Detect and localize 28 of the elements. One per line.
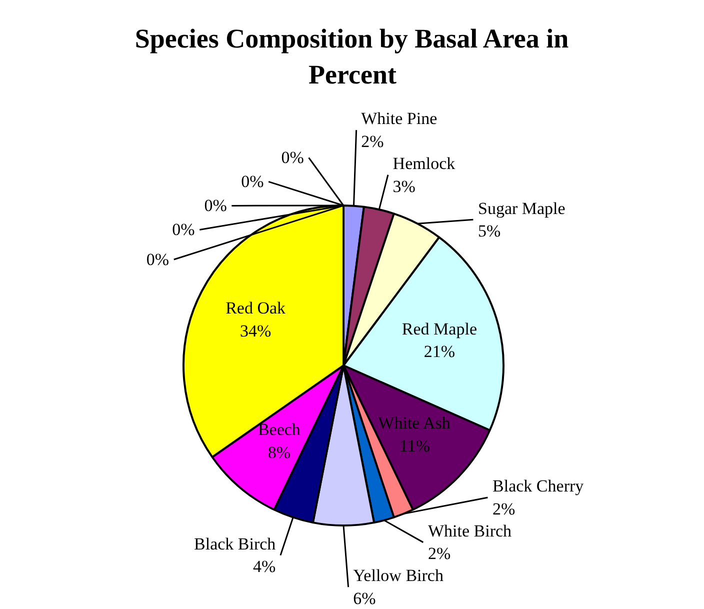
text: 0%: [172, 220, 195, 240]
text: 0%: [281, 148, 304, 168]
data-label: 8%: [268, 442, 291, 462]
data-label: 4%: [253, 557, 276, 576]
slice-label: Red Oak: [226, 298, 286, 318]
text: 0%: [204, 196, 227, 216]
slice-label: Sugar Maple: [478, 198, 566, 218]
data-label: 2%: [492, 499, 516, 518]
data-label: 5%: [478, 222, 501, 241]
slice-label: White Pine: [361, 109, 438, 128]
text: 0%: [241, 172, 264, 192]
slice-label: Yellow Birch: [353, 566, 444, 586]
slice-label: Hemlock: [392, 154, 456, 173]
data-label: 21%: [424, 342, 456, 362]
data-label: 3%: [392, 176, 416, 196]
slice-label: Beech: [258, 420, 301, 440]
data-label: 2%: [361, 132, 384, 151]
data-label: 2%: [428, 544, 451, 564]
slice-label: Red Maple: [402, 319, 477, 338]
slice-label: White Ash: [378, 414, 451, 433]
chart-title: Species Composition by Basal Area in Percent: [134, 24, 569, 90]
slice-label: White Birch: [428, 521, 512, 540]
slice-label: Black Cherry: [492, 476, 584, 496]
data-label: 6%: [353, 589, 376, 608]
data-label: 34%: [240, 322, 272, 341]
slice-label: Black Birch: [194, 534, 276, 554]
data-label: 11%: [399, 436, 430, 456]
text: 0%: [146, 250, 170, 270]
